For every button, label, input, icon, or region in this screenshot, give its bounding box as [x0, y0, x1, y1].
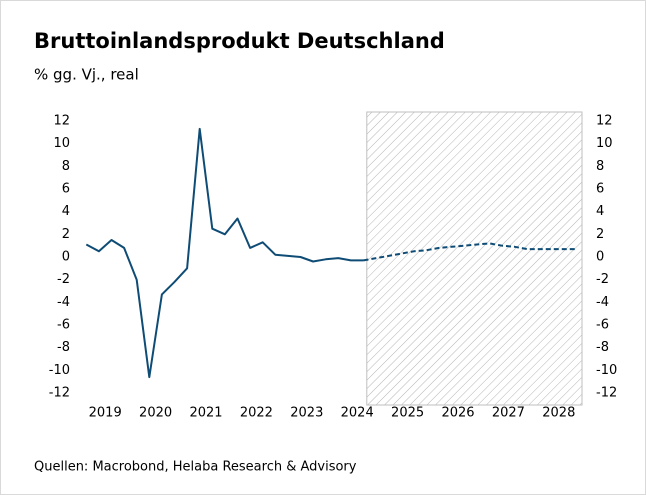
y-tick-label: 4 — [62, 204, 70, 219]
y-tick-label: 12 — [53, 114, 70, 129]
y-tick-label: 10 — [53, 136, 70, 151]
source: Quellen: Macrobond, Helaba Research & Ad… — [34, 460, 357, 475]
x-tick-label: 2026 — [441, 406, 474, 421]
y2-tick-label: -12 — [596, 386, 617, 401]
actual-line — [85, 127, 364, 379]
forecast-area — [366, 111, 583, 406]
x-tick-label: 2028 — [542, 406, 575, 421]
y-tick-label: -10 — [49, 363, 70, 378]
y-tick-label: 8 — [62, 159, 70, 174]
x-tick-label: 2020 — [139, 406, 172, 421]
x-tick-label: 2023 — [290, 406, 323, 421]
x-tick-label: 2025 — [391, 406, 424, 421]
y2-tick-label: 10 — [596, 136, 613, 151]
y-tick-label: 0 — [62, 250, 70, 265]
x-tick-label: 2019 — [89, 406, 122, 421]
y-tick-label: -2 — [57, 272, 70, 287]
y2-tick-label: -8 — [596, 340, 609, 355]
y-tick-label: -6 — [57, 318, 70, 333]
y2-tick-label: -4 — [596, 295, 609, 310]
y2-tick-label: -10 — [596, 363, 617, 378]
y-tick-label: -8 — [57, 340, 70, 355]
y2-tick-label: 2 — [596, 227, 604, 242]
y2-tick-label: 6 — [596, 182, 604, 197]
chart-title: Bruttoinlandsprodukt Deutschland — [34, 29, 445, 53]
forecast-line — [363, 242, 578, 262]
y2-tick-label: 12 — [596, 114, 613, 129]
y2-tick-label: 0 — [596, 250, 604, 265]
chart-subtitle: % gg. Vj., real — [34, 66, 139, 84]
x-tick-label: 2022 — [240, 406, 273, 421]
y-tick-label: -4 — [57, 295, 70, 310]
y2-tick-label: -2 — [596, 272, 609, 287]
y2-tick-label: 8 — [596, 159, 604, 174]
x-tick-label: 2021 — [189, 406, 222, 421]
y2-tick-label: -6 — [596, 318, 609, 333]
y-tick-label: 6 — [62, 182, 70, 197]
y-tick-label: -12 — [49, 386, 70, 401]
x-tick-label: 2024 — [341, 406, 374, 421]
y-tick-label: 2 — [62, 227, 70, 242]
y2-tick-label: 4 — [596, 204, 604, 219]
x-tick-label: 2027 — [492, 406, 525, 421]
